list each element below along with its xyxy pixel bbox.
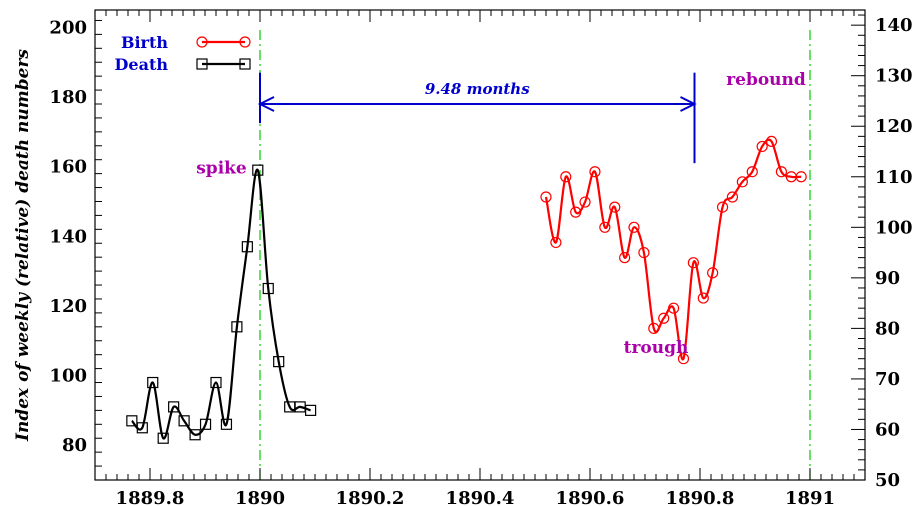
death-point [136, 422, 148, 434]
legend-marker-birth [196, 36, 208, 48]
y-right-tick-label: 130 [875, 66, 913, 87]
interval-label: 9.48 months [425, 80, 530, 98]
y-left-tick-label: 200 [49, 17, 87, 38]
death-point [157, 432, 169, 444]
death-point [178, 415, 190, 427]
y-right-tick-label: 70 [875, 369, 900, 390]
y-left-tick-label: 100 [49, 366, 87, 387]
birth-point [765, 135, 778, 147]
annotations: spike trough rebound [196, 70, 806, 358]
death-point [168, 401, 180, 413]
x-tick-label: 1890.4 [446, 488, 515, 506]
death-point [241, 241, 253, 253]
series-line-birth [544, 138, 802, 361]
y-left-tick-label: 180 [49, 87, 87, 108]
y-right-tick-label: 60 [875, 419, 900, 440]
death-point [305, 404, 317, 416]
interval-arrow: 9.48 months [257, 72, 697, 164]
birth-point [599, 221, 611, 233]
legend: Birth Death [115, 33, 251, 74]
x-tick-label: 1890 [235, 488, 285, 506]
vertical-markers [259, 30, 811, 480]
legend-marker-birth [239, 36, 251, 48]
legend-marker-death [196, 58, 208, 70]
x-tick-label: 1890.2 [336, 488, 405, 506]
annotation-spike: spike [196, 159, 247, 179]
birth-point [619, 252, 631, 264]
birth-point [550, 236, 562, 249]
birth-point [667, 302, 680, 314]
x-tick-label: 1890.8 [666, 488, 735, 506]
interval-arrowhead-left [257, 96, 275, 112]
annotation-trough: trough [624, 338, 689, 358]
birth-point [560, 171, 572, 183]
x-tick-label: 1891 [785, 488, 835, 506]
y-left-tick-label: 140 [49, 226, 87, 247]
birth-point [746, 166, 758, 178]
death-point [189, 429, 201, 441]
y-right-tick-label: 90 [875, 268, 900, 289]
birth-point [540, 191, 552, 203]
birth-point [707, 267, 719, 279]
y-left-tick-label: 120 [49, 296, 87, 317]
birth-point [628, 221, 640, 233]
birth-point [638, 246, 650, 259]
series-layer [126, 135, 807, 444]
y-right-tick-label: 80 [875, 318, 900, 339]
birth-point [579, 196, 591, 208]
death-point [231, 321, 243, 333]
legend-marker-death [239, 58, 251, 70]
birth-point [648, 322, 660, 334]
birth-point [697, 292, 709, 304]
death-point [147, 376, 159, 389]
birth-point [609, 201, 621, 213]
axes: 1889.8 1890 1890.2 1890.4 1890.6 1890.8 1891 80… [13, 9, 913, 506]
y-right-tick-label: 120 [875, 116, 913, 137]
x-tick-label: 1890.6 [556, 488, 625, 506]
y-right-tick-label: 110 [875, 167, 913, 188]
y-left-tick-label: 160 [49, 157, 87, 178]
death-point [199, 418, 212, 430]
birth-point [775, 166, 788, 178]
birth-point [658, 312, 670, 324]
y-axis-title: Index of weekly (relative) death numbers [13, 49, 33, 442]
birth-point [795, 171, 807, 183]
death-point [210, 376, 222, 389]
x-tick-label: 1889.8 [116, 488, 185, 506]
legend-label-birth: Birth [121, 33, 168, 52]
death-point [252, 164, 264, 176]
death-point [273, 356, 285, 368]
birth-point [726, 191, 739, 203]
death-point [126, 415, 138, 427]
birth-point [589, 166, 601, 178]
series-line-death [131, 168, 311, 440]
birth-point [716, 201, 729, 213]
death-point [220, 418, 233, 430]
y-right-tick-label: 50 [875, 470, 900, 491]
y-right-tick-label: 100 [875, 217, 913, 238]
y-left-tick-label: 80 [62, 435, 87, 456]
legend-label-death: Death [115, 55, 169, 74]
interval-arrowhead-right [680, 96, 697, 112]
birth-point [736, 176, 748, 188]
birth-point [687, 257, 700, 269]
birth-point [677, 353, 690, 365]
birth-point [570, 206, 582, 218]
y-right-tick-label: 140 [875, 15, 913, 36]
birth-point [756, 140, 768, 153]
annotation-rebound: rebound [726, 70, 806, 90]
death-point [262, 282, 274, 295]
